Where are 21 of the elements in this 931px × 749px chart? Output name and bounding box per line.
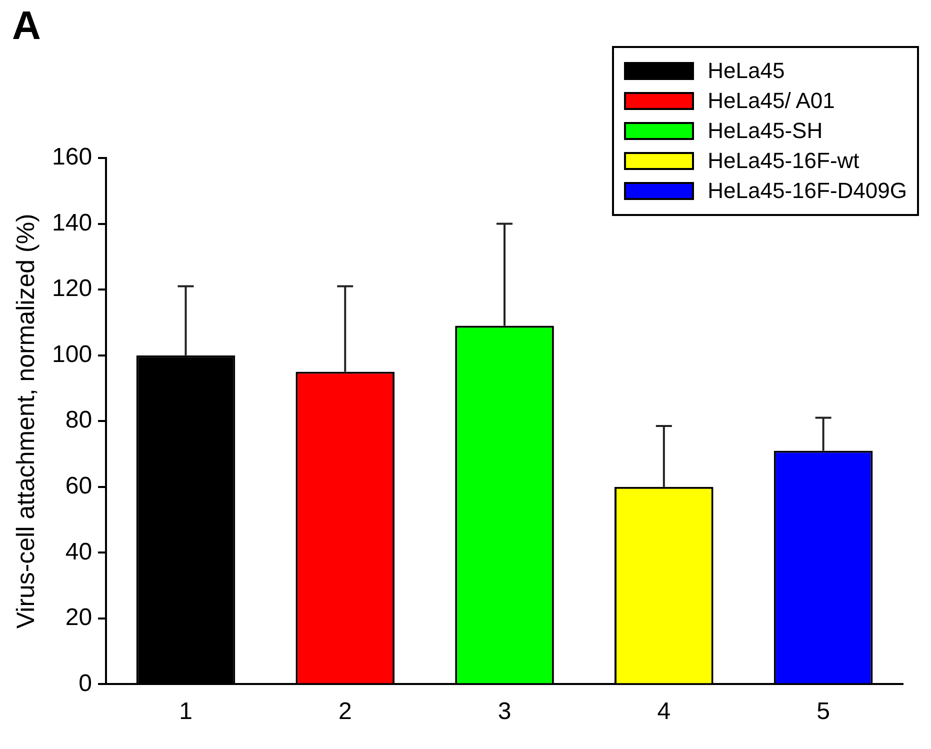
- y-tick-label: 120: [52, 275, 92, 302]
- legend-label: HeLa45-16F-wt: [708, 148, 860, 174]
- y-tick-label: 0: [78, 670, 92, 697]
- y-tick-label: 140: [52, 209, 92, 236]
- y-tick-label: 20: [65, 604, 92, 632]
- y-tick-label: 100: [52, 340, 92, 368]
- text: A: [12, 4, 41, 49]
- legend-label: HeLa45/ A01: [708, 88, 835, 114]
- y-tick-label: 40: [65, 538, 92, 566]
- legend-label: HeLa45-SH: [708, 118, 823, 144]
- y-tick-label: 80: [65, 406, 92, 434]
- x-tick-label: 1: [179, 698, 192, 726]
- y-axis-title: Virus-cell attachment, normalized (%): [12, 214, 40, 629]
- x-tick-label: 2: [338, 698, 352, 726]
- y-tick-label: 160: [52, 144, 92, 171]
- x-tick-label: 5: [816, 698, 830, 726]
- legend-label: HeLa45: [708, 58, 785, 84]
- y-tick-label: 60: [65, 472, 92, 500]
- legend-label: HeLa45-16F-D409G: [708, 178, 907, 204]
- x-tick-label: 3: [498, 698, 512, 726]
- x-tick-label: 4: [657, 698, 671, 726]
